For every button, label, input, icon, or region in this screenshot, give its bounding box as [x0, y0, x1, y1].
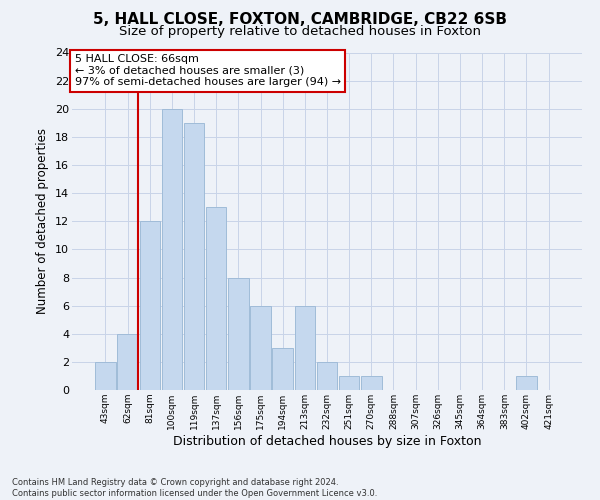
- Bar: [184, 123, 204, 390]
- Bar: [140, 221, 160, 390]
- Bar: [206, 207, 226, 390]
- Bar: [250, 306, 271, 390]
- Bar: [339, 376, 359, 390]
- Text: Size of property relative to detached houses in Foxton: Size of property relative to detached ho…: [119, 25, 481, 38]
- Bar: [161, 109, 182, 390]
- Bar: [361, 376, 382, 390]
- Text: 5, HALL CLOSE, FOXTON, CAMBRIDGE, CB22 6SB: 5, HALL CLOSE, FOXTON, CAMBRIDGE, CB22 6…: [93, 12, 507, 28]
- Bar: [228, 278, 248, 390]
- Bar: [272, 348, 293, 390]
- Text: Contains HM Land Registry data © Crown copyright and database right 2024.
Contai: Contains HM Land Registry data © Crown c…: [12, 478, 377, 498]
- Bar: [317, 362, 337, 390]
- Bar: [95, 362, 116, 390]
- Bar: [295, 306, 315, 390]
- Bar: [516, 376, 536, 390]
- Bar: [118, 334, 138, 390]
- Y-axis label: Number of detached properties: Number of detached properties: [37, 128, 49, 314]
- X-axis label: Distribution of detached houses by size in Foxton: Distribution of detached houses by size …: [173, 434, 481, 448]
- Text: 5 HALL CLOSE: 66sqm
← 3% of detached houses are smaller (3)
97% of semi-detached: 5 HALL CLOSE: 66sqm ← 3% of detached hou…: [74, 54, 341, 88]
